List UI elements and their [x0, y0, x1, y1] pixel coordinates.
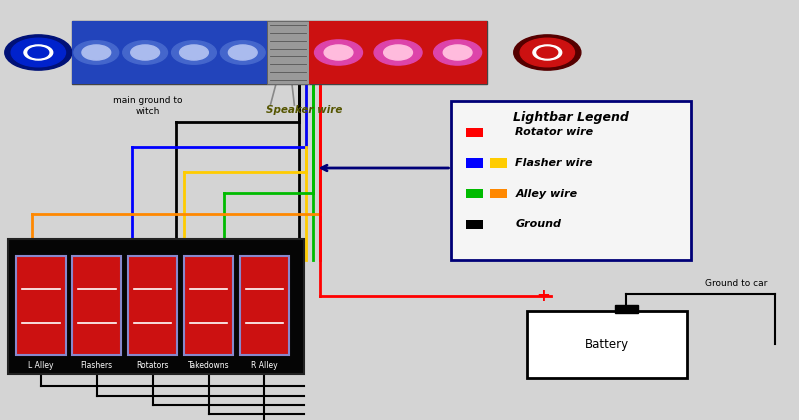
Bar: [8, 239, 304, 374]
Circle shape: [24, 45, 53, 60]
Bar: [466, 220, 483, 229]
Circle shape: [315, 40, 363, 65]
Text: Ground to car: Ground to car: [705, 279, 767, 288]
Text: Flashers: Flashers: [81, 361, 113, 370]
Text: Rotator wire: Rotator wire: [515, 127, 594, 137]
Bar: [527, 311, 687, 378]
Circle shape: [384, 45, 412, 60]
Circle shape: [123, 41, 168, 64]
Text: L Alley: L Alley: [28, 361, 54, 370]
Text: Flasher wire: Flasher wire: [515, 158, 593, 168]
Circle shape: [520, 38, 574, 67]
Bar: [267, 21, 308, 84]
Text: Lightbar Legend: Lightbar Legend: [513, 111, 630, 124]
Text: Rotators: Rotators: [137, 361, 169, 370]
Bar: [466, 128, 483, 137]
Bar: [72, 21, 267, 84]
Circle shape: [74, 41, 119, 64]
Circle shape: [131, 45, 160, 60]
Bar: [72, 21, 487, 84]
Bar: [16, 256, 66, 355]
Text: Speaker wire: Speaker wire: [266, 105, 342, 115]
Bar: [490, 189, 507, 198]
Circle shape: [324, 45, 353, 60]
Bar: [308, 21, 487, 84]
Text: Alley wire: Alley wire: [515, 189, 578, 199]
Circle shape: [172, 41, 217, 64]
Bar: [490, 158, 507, 168]
Circle shape: [11, 38, 66, 67]
Circle shape: [374, 40, 422, 65]
Circle shape: [537, 47, 558, 58]
Text: R Alley: R Alley: [251, 361, 278, 370]
Bar: [240, 256, 289, 355]
Circle shape: [229, 45, 257, 60]
Circle shape: [434, 40, 482, 65]
Circle shape: [5, 35, 72, 70]
Text: Ground: Ground: [515, 219, 562, 229]
Bar: [128, 256, 177, 355]
Bar: [184, 256, 233, 355]
Circle shape: [180, 45, 209, 60]
Bar: [466, 158, 483, 168]
Circle shape: [28, 47, 49, 58]
Bar: [466, 189, 483, 198]
Circle shape: [533, 45, 562, 60]
Text: +: +: [536, 287, 551, 305]
Bar: [72, 256, 121, 355]
Circle shape: [221, 41, 265, 64]
Circle shape: [82, 45, 111, 60]
Bar: [451, 101, 691, 260]
Circle shape: [443, 45, 472, 60]
Bar: [615, 305, 638, 313]
Text: Takedowns: Takedowns: [188, 361, 229, 370]
Text: main ground to
witch: main ground to witch: [113, 96, 182, 116]
Circle shape: [514, 35, 581, 70]
Text: Battery: Battery: [585, 338, 630, 351]
